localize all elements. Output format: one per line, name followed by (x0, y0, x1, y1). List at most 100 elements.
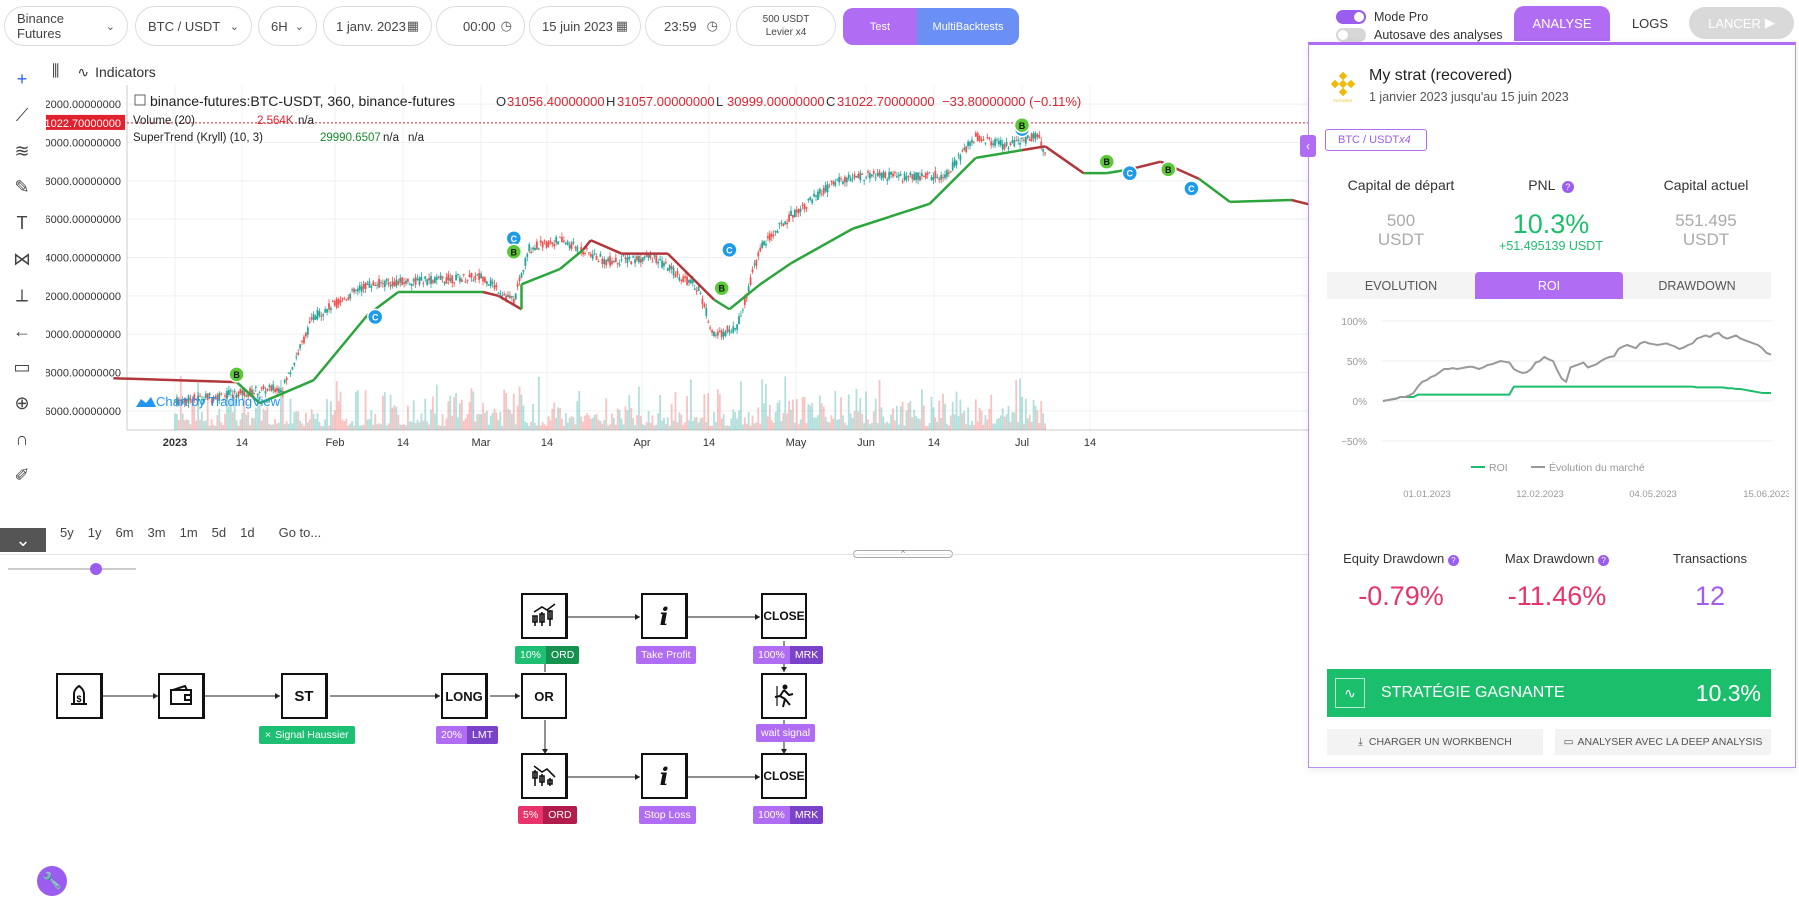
fib-icon[interactable]: ≋ (14, 140, 30, 161)
start-time-input[interactable]: 00:00 ◷ (436, 6, 525, 46)
candle-body (176, 397, 178, 406)
mode-pro-toggle[interactable] (1336, 10, 1366, 24)
crosshair-icon[interactable]: + (16, 68, 28, 89)
load-workbench-button[interactable]: ⤓ CHARGER UN WORKBENCH (1327, 729, 1543, 755)
candle-body (788, 214, 790, 222)
brush-icon[interactable]: ✎ (14, 176, 30, 197)
candle-body (237, 391, 240, 397)
back-arrow-icon[interactable]: ← (13, 320, 31, 341)
help-icon[interactable]: ? (1561, 181, 1574, 193)
exchange-select[interactable]: Binance Futures ⌄ (4, 6, 128, 46)
flow-wallet-node[interactable] (158, 673, 205, 719)
volume-bar (428, 424, 430, 430)
lock-pencil-icon[interactable]: ✐ (14, 464, 30, 485)
volume-bar (834, 391, 837, 430)
candle-body (743, 295, 746, 306)
flow-st-node[interactable]: ST (281, 673, 328, 719)
pattern-icon[interactable]: ⋈ (13, 248, 31, 269)
period-5y[interactable]: 5y (60, 525, 74, 540)
supertrend-segment (312, 314, 369, 381)
tab-evolution[interactable]: EVOLUTION (1364, 278, 1438, 293)
tab-drawdown[interactable]: DRAWDOWN (1658, 278, 1736, 293)
period-1y[interactable]: 1y (87, 525, 102, 540)
tab-analyse[interactable]: ANALYSE (1514, 6, 1610, 41)
ruler-icon[interactable]: ▭ (13, 356, 31, 377)
candle-body (932, 177, 935, 181)
pair-select[interactable]: BTC / USDT ⌄ (135, 6, 252, 46)
volume-bar (788, 401, 790, 430)
zoom-slider-track[interactable] (8, 568, 136, 570)
wrench-icon[interactable]: 🔧 (37, 866, 67, 896)
tab-logs[interactable]: LOGS (1631, 16, 1669, 31)
volume-bar (335, 381, 338, 430)
flow-wait-node[interactable] (761, 673, 807, 719)
flow-close-node-bottom[interactable]: CLOSE (761, 753, 807, 799)
roi-chart[interactable]: 100% 50% 0% −50% ROI Évolution du marché 01.01… (1319, 307, 1789, 517)
period-6m[interactable]: 6m (115, 525, 134, 540)
flow-or-node[interactable]: OR (521, 673, 567, 719)
trendline-icon[interactable]: ⟋ (15, 104, 29, 125)
chevron-left-icon[interactable]: ‹ (1300, 135, 1316, 157)
mode-test-button[interactable]: Test (843, 8, 917, 45)
tab-roi[interactable]: ROI (1475, 272, 1623, 299)
launch-button[interactable]: LANCER ▶ (1689, 7, 1794, 39)
close-bottom-order-label: 100% MRK (753, 806, 824, 824)
help-icon[interactable]: ? (1447, 555, 1459, 566)
close-icon[interactable]: × (265, 729, 272, 741)
period-1m[interactable]: 1m (179, 525, 198, 540)
candle-body (863, 179, 866, 181)
flow-info-node-top[interactable]: i (641, 593, 688, 639)
x-tick-label: 14 (236, 437, 248, 449)
zoom-slider-thumb[interactable] (90, 563, 102, 575)
flow-take-profit-chart-node[interactable] (521, 593, 568, 639)
candle-body (281, 391, 284, 393)
candle-body (457, 273, 459, 275)
volume-bar (678, 412, 681, 430)
period-1d[interactable]: 1d (240, 525, 255, 540)
text-icon[interactable]: T (16, 212, 28, 233)
candle-body (368, 281, 371, 288)
mode-multibacktests-button[interactable]: MultiBacktests (917, 8, 1019, 45)
candle-body (946, 170, 948, 177)
measure-icon[interactable]: ⟂ (15, 284, 28, 305)
goto-button[interactable]: Go to... (278, 525, 322, 540)
chart-settings-icon[interactable]: ⫼ (52, 63, 60, 80)
autosave-toggle[interactable] (1336, 28, 1366, 42)
end-time-input[interactable]: 23:59 ◷ (645, 6, 731, 46)
volume-bar (905, 410, 908, 430)
candle-body (532, 247, 534, 250)
period-5d[interactable]: 5d (211, 525, 227, 540)
start-date-input[interactable]: 1 janv. 2023 ▦ (323, 6, 432, 46)
marker-label: B (511, 247, 518, 257)
candles-up-icon (532, 603, 556, 626)
flow-info-node-bottom[interactable]: i (641, 753, 688, 799)
period-3m[interactable]: 3m (147, 525, 166, 540)
help-icon[interactable]: ? (1598, 555, 1610, 566)
close2-type: MRK (789, 806, 824, 824)
collapse-toolbar-icon[interactable]: ⌄ (0, 528, 46, 552)
volume-bar (410, 421, 413, 430)
flow-stop-loss-chart-node[interactable] (521, 753, 568, 799)
volume-bar (942, 393, 944, 430)
pnl-label-row: PNL ? (1481, 177, 1621, 193)
wallet-icon (170, 684, 192, 705)
flow-start-node[interactable]: $ (56, 673, 103, 719)
indicators-icon[interactable]: ∿ (77, 63, 90, 80)
flow-close-node-top[interactable]: CLOSE (761, 593, 807, 639)
capital-leverage-button[interactable]: 500 USDT Levier x4 (736, 6, 836, 46)
indicators-button[interactable]: Indicators (95, 64, 156, 80)
candle-body (328, 303, 330, 310)
zoom-icon[interactable]: ⊕ (14, 392, 30, 413)
deep-analysis-button[interactable]: ▭ ANALYSER AVEC LA DEEP ANALYSIS (1555, 729, 1771, 755)
magnet-icon[interactable]: ∩ (15, 428, 29, 449)
price-chart[interactable]: 32000.00000000 30000.00000000 28000.000000… (46, 55, 1310, 555)
candle-body (641, 257, 644, 262)
candle-body (749, 277, 752, 286)
candle-body (1013, 140, 1016, 147)
candle-body (426, 279, 429, 285)
end-date-input[interactable]: 15 juin 2023 ▦ (529, 6, 641, 46)
candle-body (782, 223, 785, 226)
flow-long-node[interactable]: LONG (441, 673, 488, 719)
volume-bar (684, 422, 687, 430)
timeframe-select[interactable]: 6H ⌄ (258, 6, 317, 46)
